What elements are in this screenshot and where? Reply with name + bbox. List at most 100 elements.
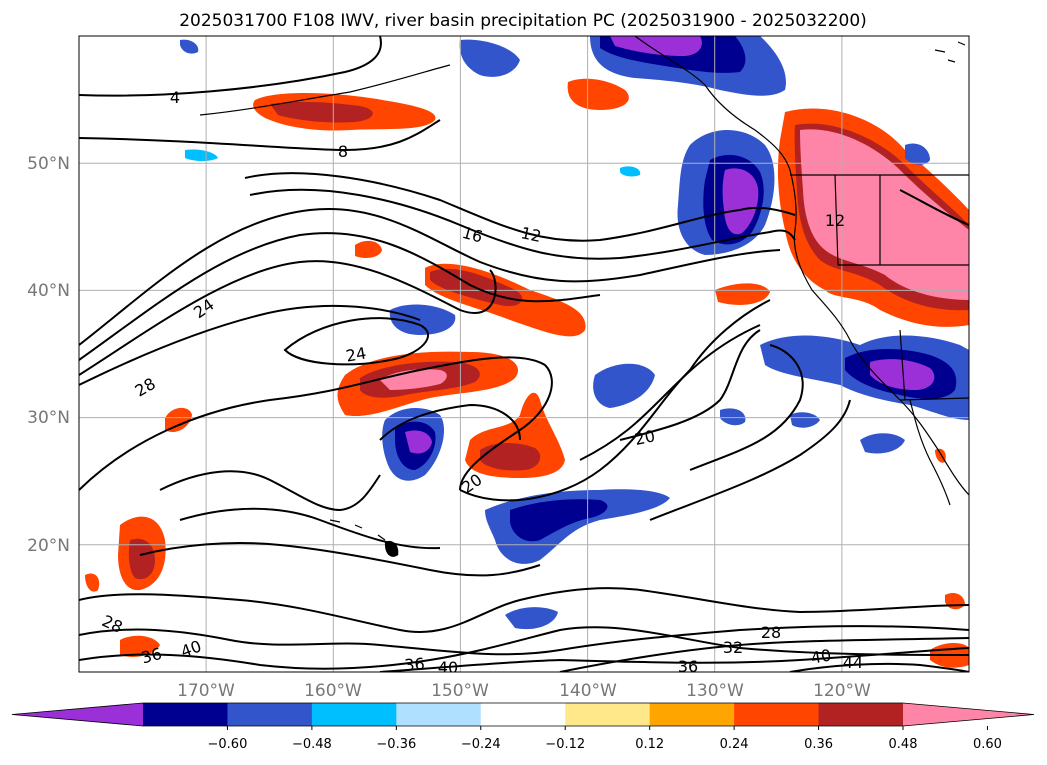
contour-label: 44	[843, 653, 863, 672]
colorbar-tick-label: −0.48	[292, 737, 332, 752]
negative-anomaly-patch	[722, 168, 759, 235]
latitude-labels: 50°N 40°N 30°N 20°N	[27, 154, 70, 556]
contour-label: 8	[338, 142, 348, 161]
colorbar-tick-label: 0.12	[635, 737, 664, 752]
positive-anomaly-patch	[935, 448, 946, 463]
colorbar-outline	[11, 702, 1035, 727]
colorbar-segment	[480, 703, 566, 726]
iwv-contour-20b	[79, 232, 601, 361]
hawaii-islands	[329, 519, 399, 556]
colorbar-tick-label: −0.36	[376, 737, 416, 752]
contour-label: 20	[633, 426, 657, 449]
iwv-contour-24	[79, 260, 497, 376]
colorbar-extend-high	[903, 703, 1034, 726]
negative-anomaly-patch	[905, 143, 930, 165]
colorbar-tick-label: 0.48	[889, 737, 918, 752]
islands	[934, 41, 966, 63]
colorbar-segment	[565, 703, 651, 726]
negative-anomaly-patch	[870, 359, 935, 390]
positive-anomaly-patch	[355, 240, 382, 258]
iwv-contour-20d	[459, 299, 771, 502]
iwv-contour-24c	[689, 344, 804, 471]
iwv-contour-16	[249, 188, 796, 260]
colorbar-segment	[227, 703, 313, 726]
us-mexico-border	[899, 397, 969, 401]
iwv-contour-40	[789, 662, 969, 672]
lon-label-170w: 170°W	[177, 681, 235, 701]
iwv-contour-20e	[579, 324, 761, 461]
negative-anomaly-patch	[510, 499, 608, 542]
lat-label-20: 20°N	[27, 536, 70, 556]
colorbar-segment	[311, 703, 397, 726]
contour-label: 24	[344, 343, 367, 365]
positive-anomaly-patch	[128, 538, 155, 580]
contour-label: 12	[519, 223, 543, 246]
colorbar-segment	[649, 703, 735, 726]
positive-anomaly-patch	[270, 101, 373, 123]
positive-anomaly-patch	[120, 635, 160, 657]
alaska-coast	[199, 64, 451, 116]
iwv-contour-28b	[79, 587, 969, 633]
positive-anomaly-patch	[480, 443, 541, 471]
colorbar-tick-label: 0.24	[720, 737, 749, 752]
colorbar-tick-label: 0.36	[804, 737, 833, 752]
colorbar-tick-label: −0.24	[461, 737, 501, 752]
negative-anomaly-patch	[720, 408, 746, 426]
lon-label-130w: 130°W	[686, 681, 744, 701]
lat-label-30: 30°N	[27, 408, 70, 428]
contour-label: 28	[761, 623, 781, 642]
negative-anomaly-patch	[185, 149, 218, 161]
colorbar-segment	[734, 703, 820, 726]
map-frame	[78, 35, 970, 673]
contour-label: 36	[404, 654, 426, 675]
contour-label: 36	[678, 657, 698, 676]
iwv-contour-12	[244, 172, 796, 242]
negative-anomaly-patch	[389, 304, 456, 335]
negative-anomaly-patch	[593, 363, 655, 408]
state-border	[834, 174, 969, 401]
negative-anomaly-patch	[459, 39, 520, 77]
negative-anomaly-patch	[180, 39, 199, 54]
iwv-contour-32c	[179, 507, 441, 550]
positive-anomaly-patch	[165, 407, 192, 433]
positive-anomaly-patch	[85, 573, 100, 592]
lat-label-40: 40°N	[27, 281, 70, 301]
iwv-contour-28	[79, 304, 421, 386]
colorbar: −0.60 −0.48 −0.36 −0.24 −0.12 0.12 0.24 0.36 0.4…	[11, 702, 1035, 752]
baja-california-coast	[909, 399, 951, 506]
contour-label: 16	[460, 223, 485, 247]
longitude-labels: 170°W 160°W 150°W 140°W 130°W 120°W	[177, 681, 871, 701]
lon-label-160w: 160°W	[304, 681, 362, 701]
iwv-contour-36	[379, 647, 969, 672]
contour-label: 12	[825, 211, 845, 230]
iwv-contour-20c	[79, 356, 553, 491]
iwv-contour-24b	[283, 317, 430, 366]
contour-label: 32	[723, 638, 743, 657]
iwv-contours	[79, 36, 969, 672]
iwv-contour-28e	[139, 542, 541, 577]
colorbar-segment	[143, 703, 228, 726]
colorbar-tick-label: −0.60	[208, 737, 248, 752]
coastlines	[199, 36, 969, 556]
contour-label: 40	[809, 645, 832, 667]
lon-label-120w: 120°W	[813, 681, 871, 701]
iwv-contour-32b	[159, 470, 381, 512]
iwv-contour-22	[379, 403, 521, 441]
contour-label: 4	[170, 88, 180, 107]
lon-label-140w: 140°W	[559, 681, 617, 701]
iwv-contour-4	[79, 36, 382, 97]
iwv-contour-24d	[899, 189, 969, 226]
colorbar-tick-label: 0.60	[973, 737, 1002, 752]
iwv-contour-8	[79, 119, 441, 152]
colorbar-tick-label: −0.12	[545, 737, 585, 752]
colorbar-extend-low	[12, 703, 143, 726]
iwv-contour-28d	[79, 626, 969, 670]
negative-anomaly-patch	[505, 607, 558, 630]
lon-label-150w: 150°W	[431, 681, 489, 701]
negative-anomaly-patch	[790, 412, 820, 428]
positive-anomaly-patch	[715, 283, 770, 305]
negative-anomaly-patch	[860, 433, 905, 454]
map-gridlines	[79, 36, 969, 672]
map-title: 2025031700 F108 IWV, river basin precipi…	[179, 11, 867, 31]
